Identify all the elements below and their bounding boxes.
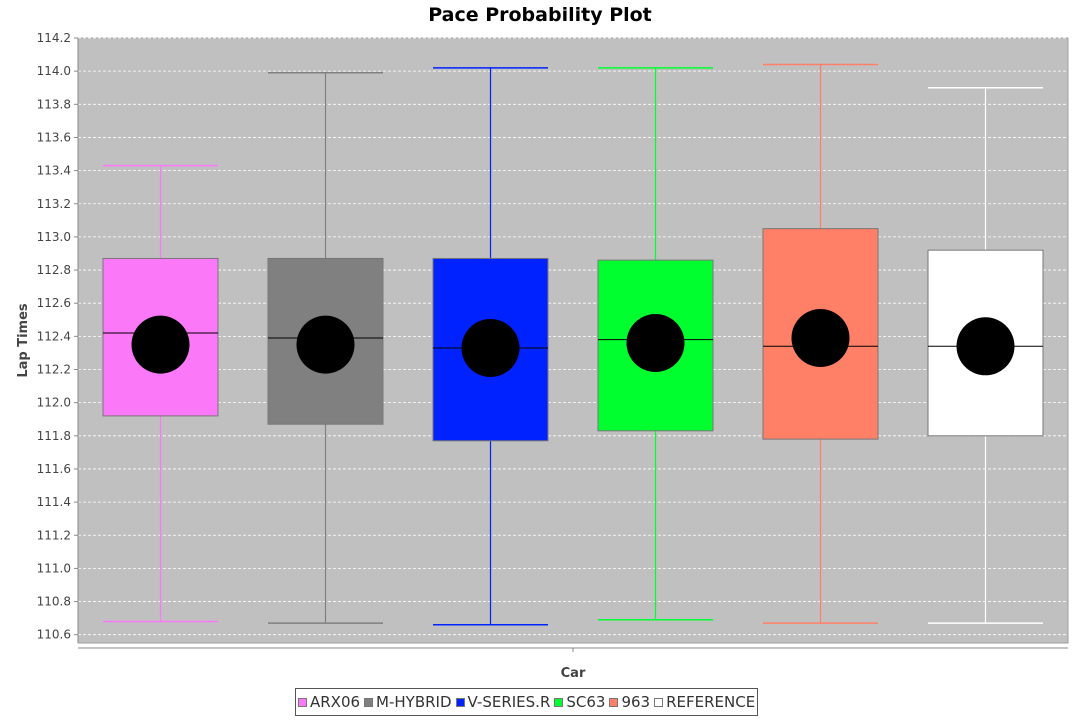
y-tick-label: 114.2 bbox=[37, 31, 71, 45]
y-tick-label: 113.2 bbox=[37, 197, 71, 211]
legend-swatch bbox=[298, 697, 307, 707]
y-tick-label: 113.0 bbox=[37, 230, 71, 244]
legend-item: M-HYBRID bbox=[364, 693, 452, 711]
legend-label: REFERENCE bbox=[666, 693, 756, 711]
y-tick-label: 112.6 bbox=[37, 296, 71, 310]
y-tick-label: 112.4 bbox=[37, 329, 71, 343]
legend-item: SC63 bbox=[554, 693, 605, 711]
legend-label: ARX06 bbox=[310, 693, 361, 711]
legend-swatch bbox=[455, 697, 465, 707]
legend-swatch bbox=[609, 697, 619, 707]
mean-marker bbox=[296, 315, 355, 374]
legend-item: 963 bbox=[609, 693, 650, 711]
legend-label: M-HYBRID bbox=[376, 693, 452, 711]
legend-item: V-SERIES.R bbox=[455, 693, 551, 711]
chart-title: Pace Probability Plot bbox=[428, 4, 652, 26]
y-tick-label: 110.8 bbox=[37, 595, 71, 609]
box-v-series-r bbox=[432, 67, 549, 626]
box-m-hybrid bbox=[267, 72, 384, 624]
legend-label: SC63 bbox=[566, 693, 606, 711]
box-sc63 bbox=[597, 67, 714, 621]
x-axis-label: Car bbox=[561, 666, 586, 681]
y-tick-label: 113.8 bbox=[37, 97, 71, 111]
mean-marker bbox=[956, 317, 1015, 376]
legend-swatch bbox=[554, 697, 564, 707]
legend: ARX06 M-HYBRID V-SERIES.R SC63 963 REFERENCE bbox=[295, 688, 759, 716]
y-tick-label: 114.0 bbox=[37, 64, 71, 78]
y-tick-label: 111.6 bbox=[37, 462, 71, 476]
y-tick-label: 111.4 bbox=[37, 495, 71, 509]
mean-marker bbox=[791, 309, 850, 368]
plot-area bbox=[77, 37, 1069, 644]
legend-swatch bbox=[364, 697, 374, 707]
legend-label: V-SERIES.R bbox=[467, 693, 551, 711]
y-tick-label: 112.0 bbox=[37, 396, 71, 410]
y-axis-label: Lap Times bbox=[16, 303, 31, 378]
y-tick-label: 113.6 bbox=[37, 130, 71, 144]
legend-item: ARX06 bbox=[298, 693, 360, 711]
y-tick-label: 113.4 bbox=[37, 164, 71, 178]
box-reference bbox=[927, 86, 1044, 624]
mean-marker bbox=[131, 315, 190, 374]
legend-item: REFERENCE bbox=[654, 693, 755, 711]
y-tick-label: 112.2 bbox=[37, 363, 71, 377]
y-tick-label: 111.8 bbox=[37, 429, 71, 443]
legend-label: 963 bbox=[621, 693, 651, 711]
y-tick-label: 112.8 bbox=[37, 263, 71, 277]
mean-marker bbox=[461, 318, 520, 377]
mean-marker bbox=[626, 313, 685, 372]
y-tick-label: 111.0 bbox=[37, 561, 71, 575]
box-963 bbox=[762, 63, 879, 624]
y-tick-label: 111.2 bbox=[37, 528, 71, 542]
box-arx06 bbox=[102, 164, 219, 623]
y-tick-label: 110.6 bbox=[37, 628, 71, 642]
legend-swatch bbox=[654, 697, 664, 707]
